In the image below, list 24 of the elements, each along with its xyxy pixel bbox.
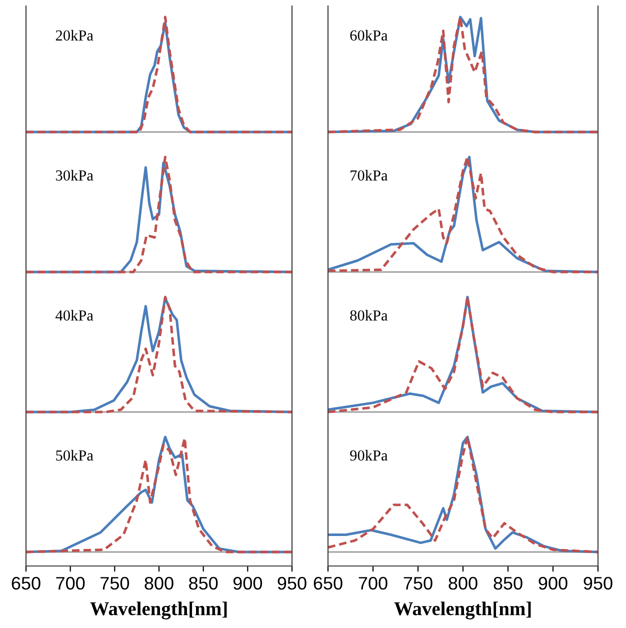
- x-tick-label: 750: [100, 576, 130, 590]
- x-tick-label: 950: [584, 576, 612, 590]
- annotation: 20kPa: [56, 30, 94, 41]
- x-tick-label: 850: [189, 576, 218, 590]
- annotation: 30kPa: [56, 170, 94, 181]
- x-tick-label: 750: [404, 576, 432, 590]
- annotation: 70kPa: [350, 170, 388, 181]
- x-tick-label: 650: [314, 576, 342, 590]
- annotation: 50kPa: [56, 450, 94, 461]
- x-tick-label: 700: [358, 576, 388, 590]
- x-tick-label: 700: [56, 576, 85, 590]
- x-tick-label: 900: [538, 576, 568, 590]
- annotation: 90kPa: [350, 450, 388, 461]
- x-tick-label: 800: [448, 576, 478, 590]
- x-axis-title: Wavelength[nm]: [90, 602, 227, 620]
- x-tick-label: 650: [12, 576, 40, 590]
- annotation: 40kPa: [56, 310, 94, 321]
- x-tick-label: 850: [494, 576, 522, 590]
- annotation: 60kPa: [350, 30, 388, 41]
- x-tick-label: 800: [144, 576, 174, 590]
- annotation: 80kPa: [350, 310, 388, 321]
- x-axis-title: Wavelength[nm]: [394, 602, 531, 620]
- x-tick-label: 950: [278, 576, 306, 590]
- x-tick-label: 900: [233, 576, 262, 590]
